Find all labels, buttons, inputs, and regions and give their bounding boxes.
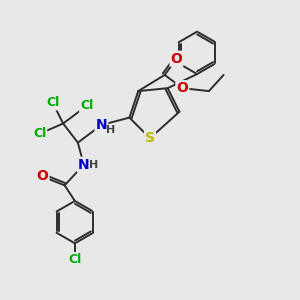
Text: O: O <box>37 169 49 184</box>
Text: Cl: Cl <box>33 127 46 140</box>
Text: Cl: Cl <box>80 99 93 112</box>
Text: O: O <box>176 81 188 95</box>
Text: Cl: Cl <box>68 253 82 266</box>
Text: O: O <box>171 52 182 66</box>
Text: N: N <box>78 158 90 172</box>
Text: H: H <box>88 160 98 170</box>
Text: N: N <box>96 118 107 132</box>
Text: S: S <box>145 131 155 145</box>
Text: H: H <box>106 125 115 135</box>
Text: Cl: Cl <box>46 96 59 110</box>
